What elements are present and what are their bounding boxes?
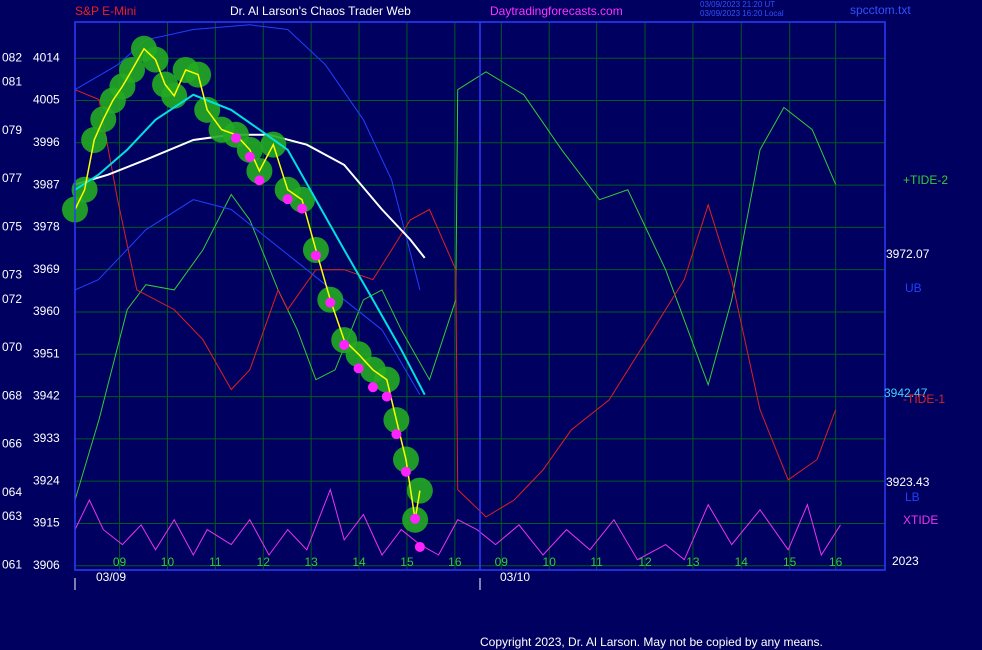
price-dot (325, 297, 336, 308)
x-tick-label: 13 (304, 555, 318, 569)
price-dot (282, 194, 293, 205)
y2-tick-label: 070 (2, 340, 22, 354)
x-tick-label: 14 (352, 555, 366, 569)
y-tick-label: 3924 (33, 473, 60, 487)
y-tick-label: 3942 (33, 389, 60, 403)
y2-tick-label: 082 (2, 50, 22, 64)
y2-tick-label: 079 (2, 123, 22, 137)
y-tick-label: 3960 (33, 304, 60, 318)
price-dot (254, 175, 265, 186)
price-dot (414, 541, 425, 552)
y-tick-label: 3969 (33, 262, 60, 276)
value-label: 3923.43 (886, 475, 930, 489)
y-tick-label: 3996 (33, 135, 60, 149)
y2-tick-label: 077 (2, 171, 22, 185)
timestamp: 03/09/2023 21:20 UT (700, 0, 775, 9)
price-dot (353, 363, 364, 374)
price-dot (381, 391, 392, 402)
copyright: Copyright 2023, Dr. Al Larson. May not b… (480, 635, 823, 649)
x-tick-label: 11 (209, 555, 222, 569)
value-label: 3942.47 (884, 386, 928, 400)
x-tick-label: 15 (400, 555, 414, 569)
y-tick-label: 3987 (33, 177, 60, 191)
file-name: spcctom.txt (850, 3, 911, 17)
y2-tick-label: 072 (2, 292, 22, 306)
x-tick-label: 14 (735, 555, 749, 569)
y-tick-label: 3951 (33, 346, 60, 360)
price-dot (339, 339, 350, 350)
price-dot (310, 250, 321, 261)
price-dot (410, 513, 421, 524)
chart-subtitle: S&P E-Mini (75, 4, 136, 18)
x-tick-label: 12 (638, 555, 652, 569)
legend-label: LB (905, 490, 920, 504)
y-tick-label: 4005 (33, 93, 60, 107)
series-line (74, 89, 837, 518)
price-dot (230, 133, 241, 144)
date-label: 03/09 (96, 570, 126, 584)
y2-tick-label: 063 (2, 509, 22, 523)
y2-tick-label: 081 (2, 75, 22, 89)
year-label: 2023 (892, 554, 919, 568)
price-dot (391, 429, 402, 440)
y2-tick-label: 068 (2, 388, 22, 402)
legend-label: +TIDE-2 (903, 173, 948, 187)
y2-tick-label: 061 (2, 557, 22, 571)
plot (62, 24, 841, 561)
x-tick-label: 16 (448, 555, 462, 569)
series-line (74, 71, 837, 501)
price-dot (297, 203, 308, 214)
date-label: 03/10 (500, 570, 530, 584)
legend-label: UB (905, 281, 922, 295)
legend-label: -TIDE-1 (903, 392, 945, 406)
price-halo (406, 477, 433, 504)
x-tick-label: 16 (829, 555, 843, 569)
y2-tick-label: 075 (2, 219, 22, 233)
x-tick-label: 15 (783, 555, 797, 569)
website: Daytradingforecasts.com (490, 4, 623, 18)
y-tick-label: 3906 (33, 558, 60, 572)
value-label: 3972.07 (886, 247, 930, 261)
series-line (74, 199, 421, 395)
y-tick-label: 3933 (33, 431, 60, 445)
x-tick-label: 09 (113, 555, 127, 569)
y2-tick-label: 066 (2, 437, 22, 451)
x-tick-label: 11 (590, 555, 603, 569)
series-line (74, 93, 426, 396)
y2-tick-label: 064 (2, 485, 22, 499)
price-dot (367, 382, 378, 393)
y-tick-label: 4014 (33, 50, 60, 64)
y-tick-label: 3915 (33, 516, 60, 530)
price-dot (400, 466, 411, 477)
y-tick-label: 3978 (33, 220, 60, 234)
chart-title: Dr. Al Larson's Chaos Trader Web (230, 4, 411, 18)
x-tick-label: 10 (161, 555, 175, 569)
legend-label: XTIDE (903, 513, 938, 527)
timestamp: 03/09/2023 16:20 Local (700, 9, 784, 18)
x-tick-label: 13 (686, 555, 700, 569)
price-dot (244, 151, 255, 162)
x-tick-label: 09 (495, 555, 509, 569)
y2-tick-label: 073 (2, 268, 22, 282)
x-tick-label: 10 (543, 555, 557, 569)
x-tick-label: 12 (257, 555, 271, 569)
